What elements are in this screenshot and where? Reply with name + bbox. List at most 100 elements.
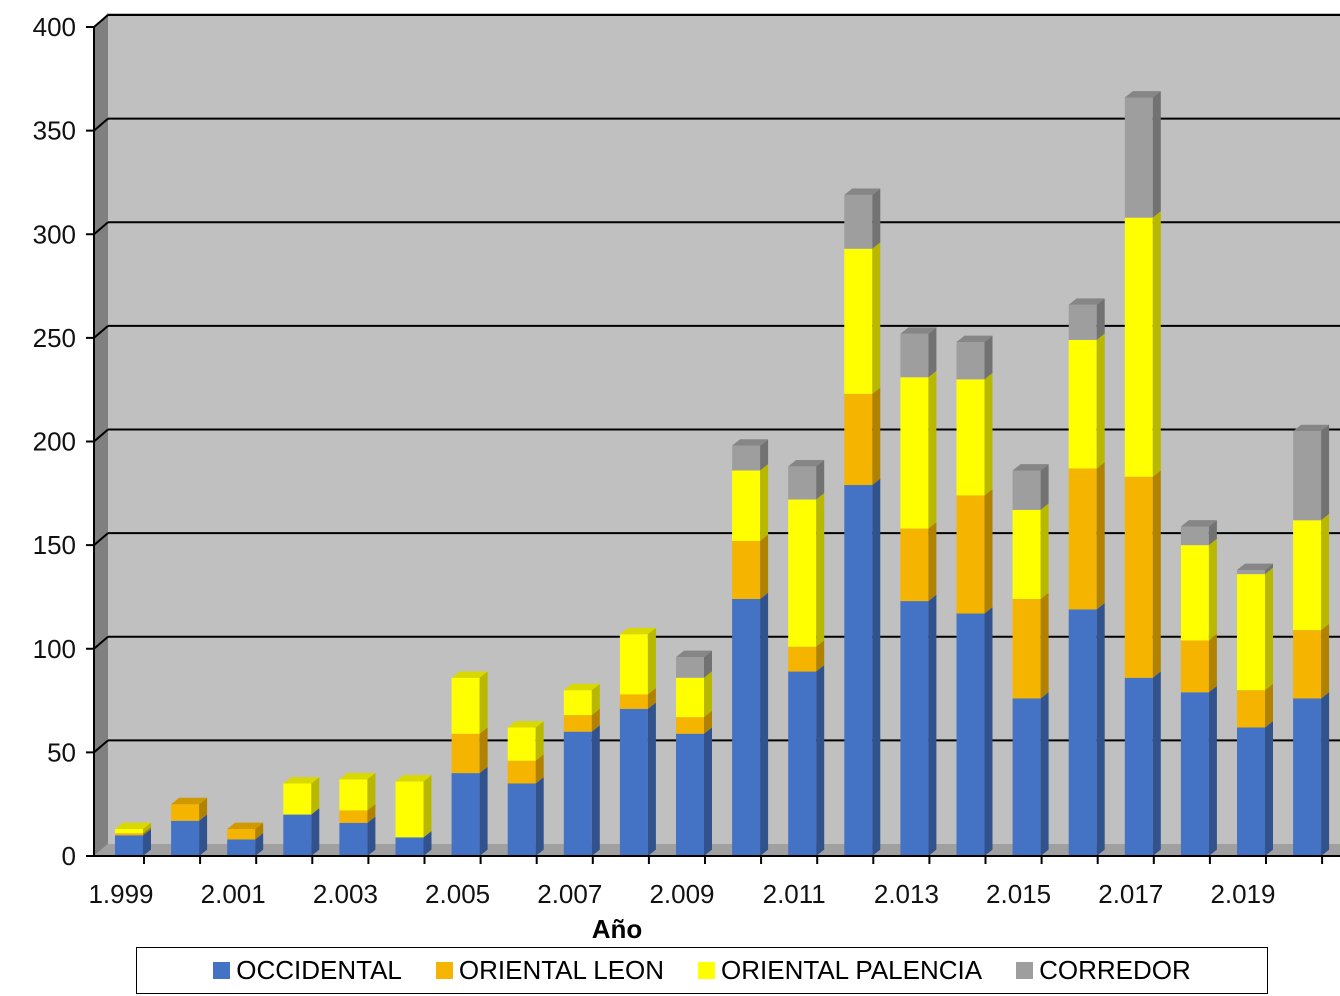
bar-segment-side: [199, 797, 208, 821]
bar-segment: [1012, 470, 1041, 510]
bar-segment: [619, 708, 648, 856]
bar-segment-side: [1208, 685, 1217, 856]
bar-segment-top: [732, 439, 769, 446]
bar-segment-side: [143, 826, 151, 836]
legend: OCCIDENTAL ORIENTAL LEON ORIENTAL PALENCIA…: [136, 947, 1268, 994]
bar-segment: [1012, 509, 1041, 600]
bar-segment-side: [1152, 211, 1161, 477]
bar-segment: [844, 194, 873, 249]
bar-segment: [283, 814, 312, 856]
bar-segment-side: [591, 725, 600, 856]
bar-segment: [339, 779, 368, 811]
bar-segment-top: [451, 671, 488, 678]
bar-segment: [619, 694, 648, 709]
y-tick-label: 50: [47, 737, 76, 767]
bar-segment: [788, 499, 817, 647]
legend-swatch: [1016, 962, 1034, 979]
bar-segment-side: [760, 534, 769, 600]
bar-segment: [1237, 727, 1265, 856]
bar-segment-side: [367, 804, 376, 823]
bar-segment-side: [928, 594, 937, 856]
gridline-side: [93, 14, 109, 28]
bar-segment: [732, 540, 761, 600]
legend-swatch: [213, 962, 231, 979]
bar-segment: [732, 599, 761, 856]
bar-segment: [956, 495, 985, 614]
bar-segment-side: [479, 727, 488, 774]
bar-segment-side: [255, 833, 264, 856]
bar-segment: [1237, 569, 1265, 575]
bar-segment: [451, 773, 480, 856]
bar-segment-top: [227, 822, 264, 830]
bar-segment: [956, 613, 985, 856]
bar-segment-side: [1265, 721, 1273, 856]
bar-segment-side: [872, 242, 881, 394]
bar-segment: [339, 810, 368, 823]
bar-segment-side: [647, 627, 656, 695]
bar-segment-side: [535, 777, 544, 856]
legend-label: ORIENTAL LEON: [458, 955, 665, 985]
bar-segment: [676, 733, 704, 856]
x-tick-label: 2.005: [425, 879, 490, 909]
bar-segment: [1124, 217, 1153, 477]
bar-segment-side: [1321, 623, 1330, 699]
bar-segment-side: [928, 522, 937, 602]
bar-segment: [956, 342, 985, 380]
bar-segment: [956, 379, 985, 496]
bar-segment: [844, 485, 873, 856]
bar-segment-side: [367, 772, 376, 811]
bar-segment: [563, 715, 592, 732]
bar-segment: [788, 671, 817, 856]
bar-segment-side: [591, 683, 600, 716]
bar-segment-top: [1068, 298, 1105, 305]
gridline-side: [93, 739, 109, 754]
bar-segment-top: [676, 650, 712, 658]
bar-segment-side: [928, 370, 937, 529]
bar-segment: [1237, 574, 1265, 691]
x-tick-label: 2.019: [1210, 879, 1275, 909]
gridline-side: [93, 221, 109, 236]
bar-segment: [1124, 97, 1153, 218]
bar-segment-side: [143, 822, 151, 834]
bar-segment: [507, 760, 536, 784]
bar-segment-side: [1265, 567, 1273, 691]
bar-segment: [171, 820, 200, 856]
bar-segment-side: [704, 727, 712, 856]
gridline-side: [93, 325, 109, 339]
bar-segment: [395, 781, 424, 838]
bar-segment-side: [816, 459, 825, 500]
bar-segment: [732, 470, 761, 541]
bar-segment: [115, 833, 143, 836]
bar-segment: [115, 829, 143, 834]
gridline-side: [93, 428, 109, 443]
x-tick-label: 2.009: [649, 879, 714, 909]
bar-segment: [676, 677, 704, 718]
bar-segment: [171, 804, 200, 821]
legend-item: ORIENTAL LEON: [435, 955, 665, 986]
y-tick-label: 150: [33, 530, 76, 560]
bar-segment: [1012, 698, 1041, 856]
axes: 0 50 100 150 200 250 300 350 400 1.999 2.001 2.003 2…: [33, 12, 1340, 909]
bar-segment: [676, 657, 704, 678]
bar-segment-side: [984, 607, 993, 856]
bar-segment-top: [1012, 464, 1049, 471]
bar-segment-side: [984, 372, 993, 496]
bar-segment: [563, 731, 592, 856]
bar-segment: [283, 783, 312, 815]
bar-segment-side: [872, 387, 881, 486]
bar-segment-side: [1040, 503, 1049, 600]
x-tick-label: 2.017: [1098, 879, 1163, 909]
bar-segment-top: [115, 822, 151, 830]
bar-segment-side: [928, 327, 937, 378]
bar-segment-top: [956, 335, 993, 343]
bar-segment-side: [1040, 464, 1049, 510]
bar-segment-side: [1040, 692, 1049, 856]
bar-segment: [1237, 690, 1265, 728]
bar-segment-side: [479, 766, 488, 856]
bar-segment-side: [816, 640, 825, 672]
x-tick-label: 2.003: [313, 879, 378, 909]
y-tick-label: 400: [33, 12, 76, 42]
bar-segment-side: [1208, 520, 1217, 546]
bar-segment-side: [816, 493, 825, 647]
bar-segment: [1293, 698, 1322, 856]
